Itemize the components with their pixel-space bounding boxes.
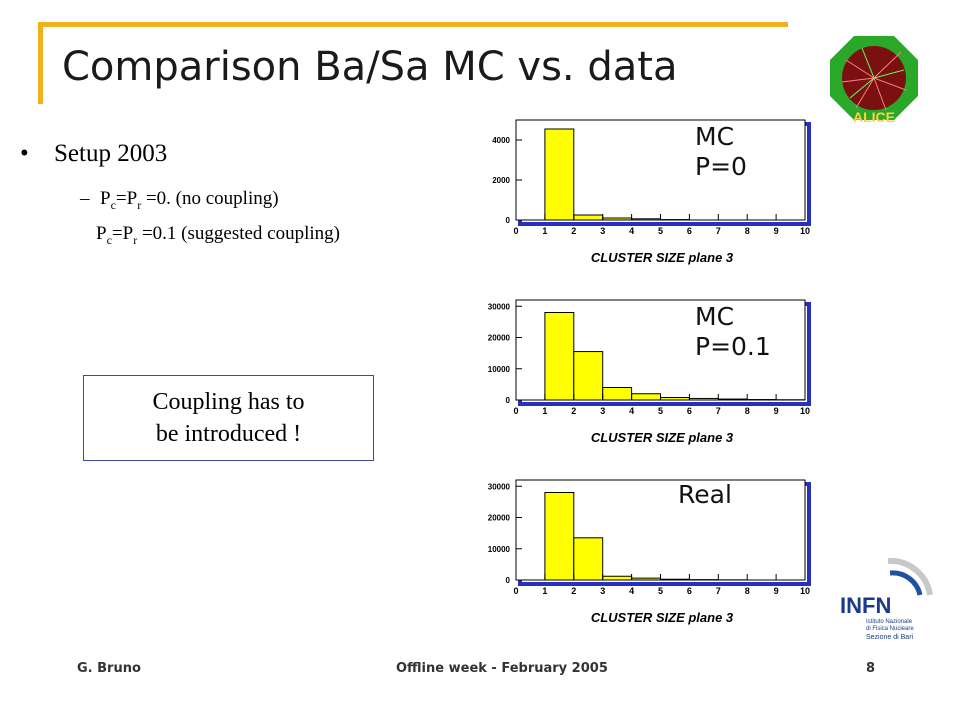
y-tick-label: 10000	[488, 365, 511, 374]
histogram-label: MC P=0.1	[695, 302, 771, 361]
histogram-bar	[631, 577, 662, 581]
x-tick-label: 7	[716, 226, 721, 236]
infn-logo-sub1: Istituto Nazionale	[866, 619, 913, 625]
y-tick-label: 30000	[488, 302, 511, 311]
x-tick-label: 8	[745, 586, 750, 596]
histogram-bar	[631, 393, 662, 401]
y-tick-label: 30000	[488, 482, 511, 491]
x-tick-label: 6	[687, 406, 692, 416]
x-tick-label: 2	[571, 586, 576, 596]
x-tick-label: 4	[629, 226, 634, 236]
histogram-bar	[544, 128, 575, 221]
x-tick-label: 1	[542, 226, 547, 236]
histogram-label: MC P=0	[695, 122, 747, 181]
histogram-svg: 0 1 2 3 4 5 6 7 8 9 10 0 10000 20000 30000 CLUSTER SIZE…	[488, 479, 811, 625]
y-tick-label: 0	[506, 216, 511, 225]
histogram-bar	[544, 312, 575, 401]
x-tick-label: 6	[687, 226, 692, 236]
alice-logo-icon: ALICE	[830, 36, 918, 125]
histogram-bar	[602, 387, 633, 401]
x-tick-label: 9	[774, 226, 779, 236]
x-tick-label: 2	[571, 406, 576, 416]
footer-page-number: 8	[866, 661, 876, 676]
x-axis-label: CLUSTER SIZE plane 3	[591, 250, 734, 265]
x-tick-label: 5	[658, 406, 663, 416]
callout-line-2: be introduced !	[155, 421, 302, 447]
x-tick-label: 3	[600, 406, 605, 416]
slide-title: Comparison Ba/Sa MC vs. data	[62, 44, 678, 90]
callout-line-1: Coupling has to	[152, 389, 305, 415]
histogram-bar	[602, 217, 633, 221]
x-tick-label: 0	[513, 226, 518, 236]
bullet-item: • Setup 2003	[20, 140, 167, 168]
histogram-bar	[660, 397, 690, 401]
x-tick-label: 5	[658, 586, 663, 596]
y-tick-label: 2000	[492, 176, 510, 185]
accent-corner-horizontal	[38, 22, 788, 27]
x-tick-label: 3	[600, 586, 605, 596]
histogram-label: Real	[678, 480, 732, 509]
y-tick-label: 10000	[488, 545, 511, 554]
histogram-bar	[688, 397, 719, 401]
histogram-svg: 0 1 2 3 4 5 6 7 8 9 10 0 10000 20000 30000 CLUSTER SIZE…	[488, 299, 811, 445]
x-tick-label: 2	[571, 226, 576, 236]
x-tick-label: 4	[629, 406, 634, 416]
x-tick-label: 0	[513, 586, 518, 596]
histogram-bar	[573, 351, 604, 401]
histogram-bar	[602, 575, 633, 581]
x-tick-label: 7	[716, 586, 721, 596]
x-tick-label: 10	[800, 226, 810, 236]
x-tick-label: 3	[600, 226, 605, 236]
histogram-panel-mc-p0: 0 1 2 3 4 5 6 7 8 9 10 0 2000 4000 CLUSTER SIZE plane …	[468, 112, 818, 272]
histogram-bar	[660, 578, 690, 581]
x-tick-label: 0	[513, 406, 518, 416]
infn-logo-text: INFN	[840, 593, 891, 618]
x-tick-label: 1	[542, 406, 547, 416]
x-tick-label: 8	[745, 406, 750, 416]
x-tick-label: 10	[800, 406, 810, 416]
bullet-dot-icon: •	[20, 140, 29, 167]
y-tick-label: 0	[506, 576, 511, 585]
x-axis-label: CLUSTER SIZE plane 3	[591, 610, 734, 625]
histogram-bar	[573, 214, 604, 221]
x-tick-label: 10	[800, 586, 810, 596]
accent-corner-vertical	[38, 22, 43, 104]
x-tick-label: 8	[745, 226, 750, 236]
bullet-text: Setup 2003	[54, 140, 168, 167]
x-axis-label: CLUSTER SIZE plane 3	[591, 430, 734, 445]
histogram-bar	[717, 398, 748, 401]
infn-logo-sub2: di Fisica Nucleare	[866, 626, 914, 632]
alice-logo-text: ALICE	[853, 109, 895, 125]
histogram-bar	[544, 492, 575, 581]
x-tick-label: 9	[774, 586, 779, 596]
dash-icon: –	[80, 188, 90, 209]
x-tick-label: 4	[629, 586, 634, 596]
histogram-bar	[573, 537, 604, 581]
footer-center: Offline week - February 2005	[396, 661, 608, 676]
sub-item-no-coupling: – Pc=Pr =0. (no coupling)	[80, 188, 279, 212]
x-tick-label: 6	[687, 586, 692, 596]
coupling-callout: Coupling has to be introduced !	[83, 375, 374, 461]
histogram-svg: 0 1 2 3 4 5 6 7 8 9 10 0 2000 4000 CLUSTER SIZE plane …	[492, 119, 811, 265]
x-tick-label: 7	[716, 406, 721, 416]
footer-author: G. Bruno	[77, 661, 141, 676]
histogram-panel-mc-p01: 0 1 2 3 4 5 6 7 8 9 10 0 10000 20000 30000 CLUSTER SIZE…	[468, 292, 818, 452]
x-tick-label: 1	[542, 586, 547, 596]
sub-item-suggested-coupling: Pc=Pr =0.1 (suggested coupling)	[96, 223, 340, 247]
histogram-panel-real: 0 1 2 3 4 5 6 7 8 9 10 0 10000 20000 30000 CLUSTER SIZE…	[468, 472, 818, 632]
histogram-bar	[631, 218, 662, 221]
x-tick-label: 9	[774, 406, 779, 416]
y-tick-label: 20000	[488, 514, 511, 523]
x-tick-label: 5	[658, 226, 663, 236]
y-tick-label: 4000	[492, 136, 510, 145]
infn-logo-icon: INFN Istituto Nazionale di Fisica Nuclea…	[840, 557, 933, 641]
infn-logo-sub3: Sezione di Bari	[866, 634, 914, 641]
y-tick-label: 20000	[488, 334, 511, 343]
y-tick-label: 0	[506, 396, 511, 405]
